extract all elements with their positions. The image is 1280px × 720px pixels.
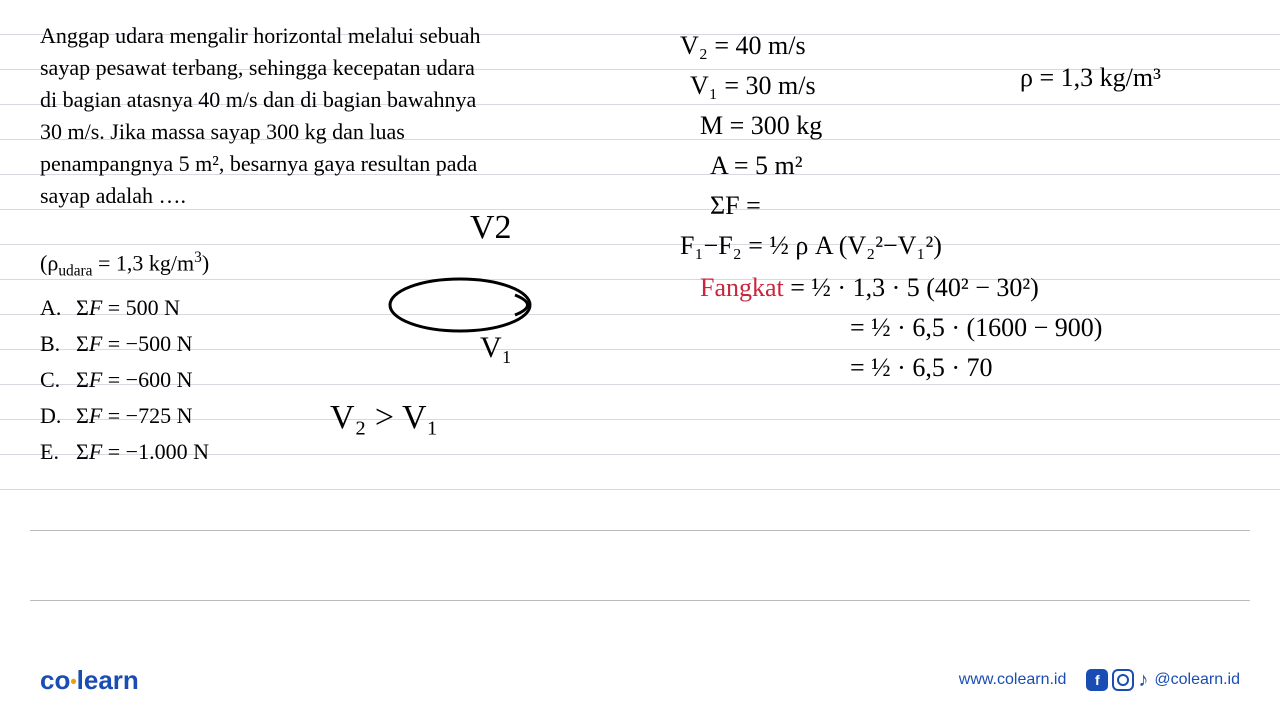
work-sigmaf: ΣF = — [710, 188, 761, 223]
instagram-icon[interactable] — [1112, 669, 1134, 691]
problem-line: 30 m/s. Jika massa sayap 300 kg dan luas — [40, 119, 405, 144]
work-v2: V₂ = 40 m/s — [680, 28, 806, 63]
work-mass: M = 300 kg — [700, 108, 822, 143]
problem-line: penampangnya 5 m², besarnya gaya resulta… — [40, 151, 477, 176]
problem-statement: Anggap udara mengalir horizontal melalui… — [40, 20, 630, 212]
work-rho: ρ = 1,3 kg/m³ — [1020, 60, 1161, 95]
fangkat-eq1: = ½ · 1,3 · 5 (40² − 30²) — [790, 273, 1039, 302]
option-e: E. ΣF = −1.000 N — [40, 434, 209, 470]
v2-label: V2 — [470, 210, 512, 245]
problem-line: di bagian atasnya 40 m/s dan di bagian b… — [40, 87, 476, 112]
v1-label: V₁ — [480, 330, 512, 365]
wing-sketch — [360, 260, 560, 360]
problem-line: sayap adalah …. — [40, 183, 186, 208]
option-b: B. ΣF = −500 N — [40, 326, 209, 362]
v-relation: V₂ > V₁ — [330, 400, 438, 435]
facebook-icon[interactable]: f — [1086, 669, 1108, 691]
logo-learn: learn — [77, 665, 139, 695]
divider — [30, 600, 1250, 601]
logo-co: co — [40, 665, 70, 695]
work-formula: F₁−F₂ = ½ ρ A (V₂²−V₁²) — [680, 228, 942, 263]
social-handle[interactable]: @colearn.id — [1154, 671, 1240, 689]
work-area: A = 5 m² — [710, 148, 803, 183]
fangkat-label: Fangkat — [700, 273, 784, 302]
work-v1: V₁ = 30 m/s — [690, 68, 816, 103]
fangkat-eq2: = ½ · 6,5 · (1600 − 900) — [850, 310, 1102, 345]
fangkat-line: Fangkat = ½ · 1,3 · 5 (40² − 30²) — [700, 270, 1039, 305]
social-icons: f ♪ — [1086, 669, 1148, 692]
problem-line: Anggap udara mengalir horizontal melalui… — [40, 23, 480, 48]
divider — [30, 530, 1250, 531]
option-value: ΣF = −500 N — [76, 326, 192, 362]
option-value: ΣF = −725 N — [76, 398, 192, 434]
page-content: Anggap udara mengalir horizontal melalui… — [0, 0, 1280, 720]
option-value: ΣF = 500 N — [76, 290, 180, 326]
option-value: ΣF = −600 N — [76, 362, 192, 398]
answer-options: (ρudara = 1,3 kg/m3) A. ΣF = 500 N B. ΣF… — [40, 240, 209, 470]
colearn-logo: co•learn — [40, 665, 139, 696]
option-d: D. ΣF = −725 N — [40, 398, 209, 434]
website-link[interactable]: www.colearn.id — [959, 671, 1067, 689]
footer-right: www.colearn.id f ♪ @colearn.id — [959, 669, 1240, 692]
option-a: A. ΣF = 500 N — [40, 290, 209, 326]
option-c: C. ΣF = −600 N — [40, 362, 209, 398]
given-density: (ρudara = 1,3 kg/m3) — [40, 240, 209, 290]
problem-line: sayap pesawat terbang, sehingga kecepata… — [40, 55, 475, 80]
option-value: ΣF = −1.000 N — [76, 434, 209, 470]
social-links: f ♪ @colearn.id — [1086, 669, 1240, 692]
fangkat-eq3: = ½ · 6,5 · 70 — [850, 350, 992, 385]
tiktok-icon[interactable]: ♪ — [1138, 669, 1148, 692]
footer: co•learn www.colearn.id f ♪ @colearn.id — [0, 660, 1280, 700]
